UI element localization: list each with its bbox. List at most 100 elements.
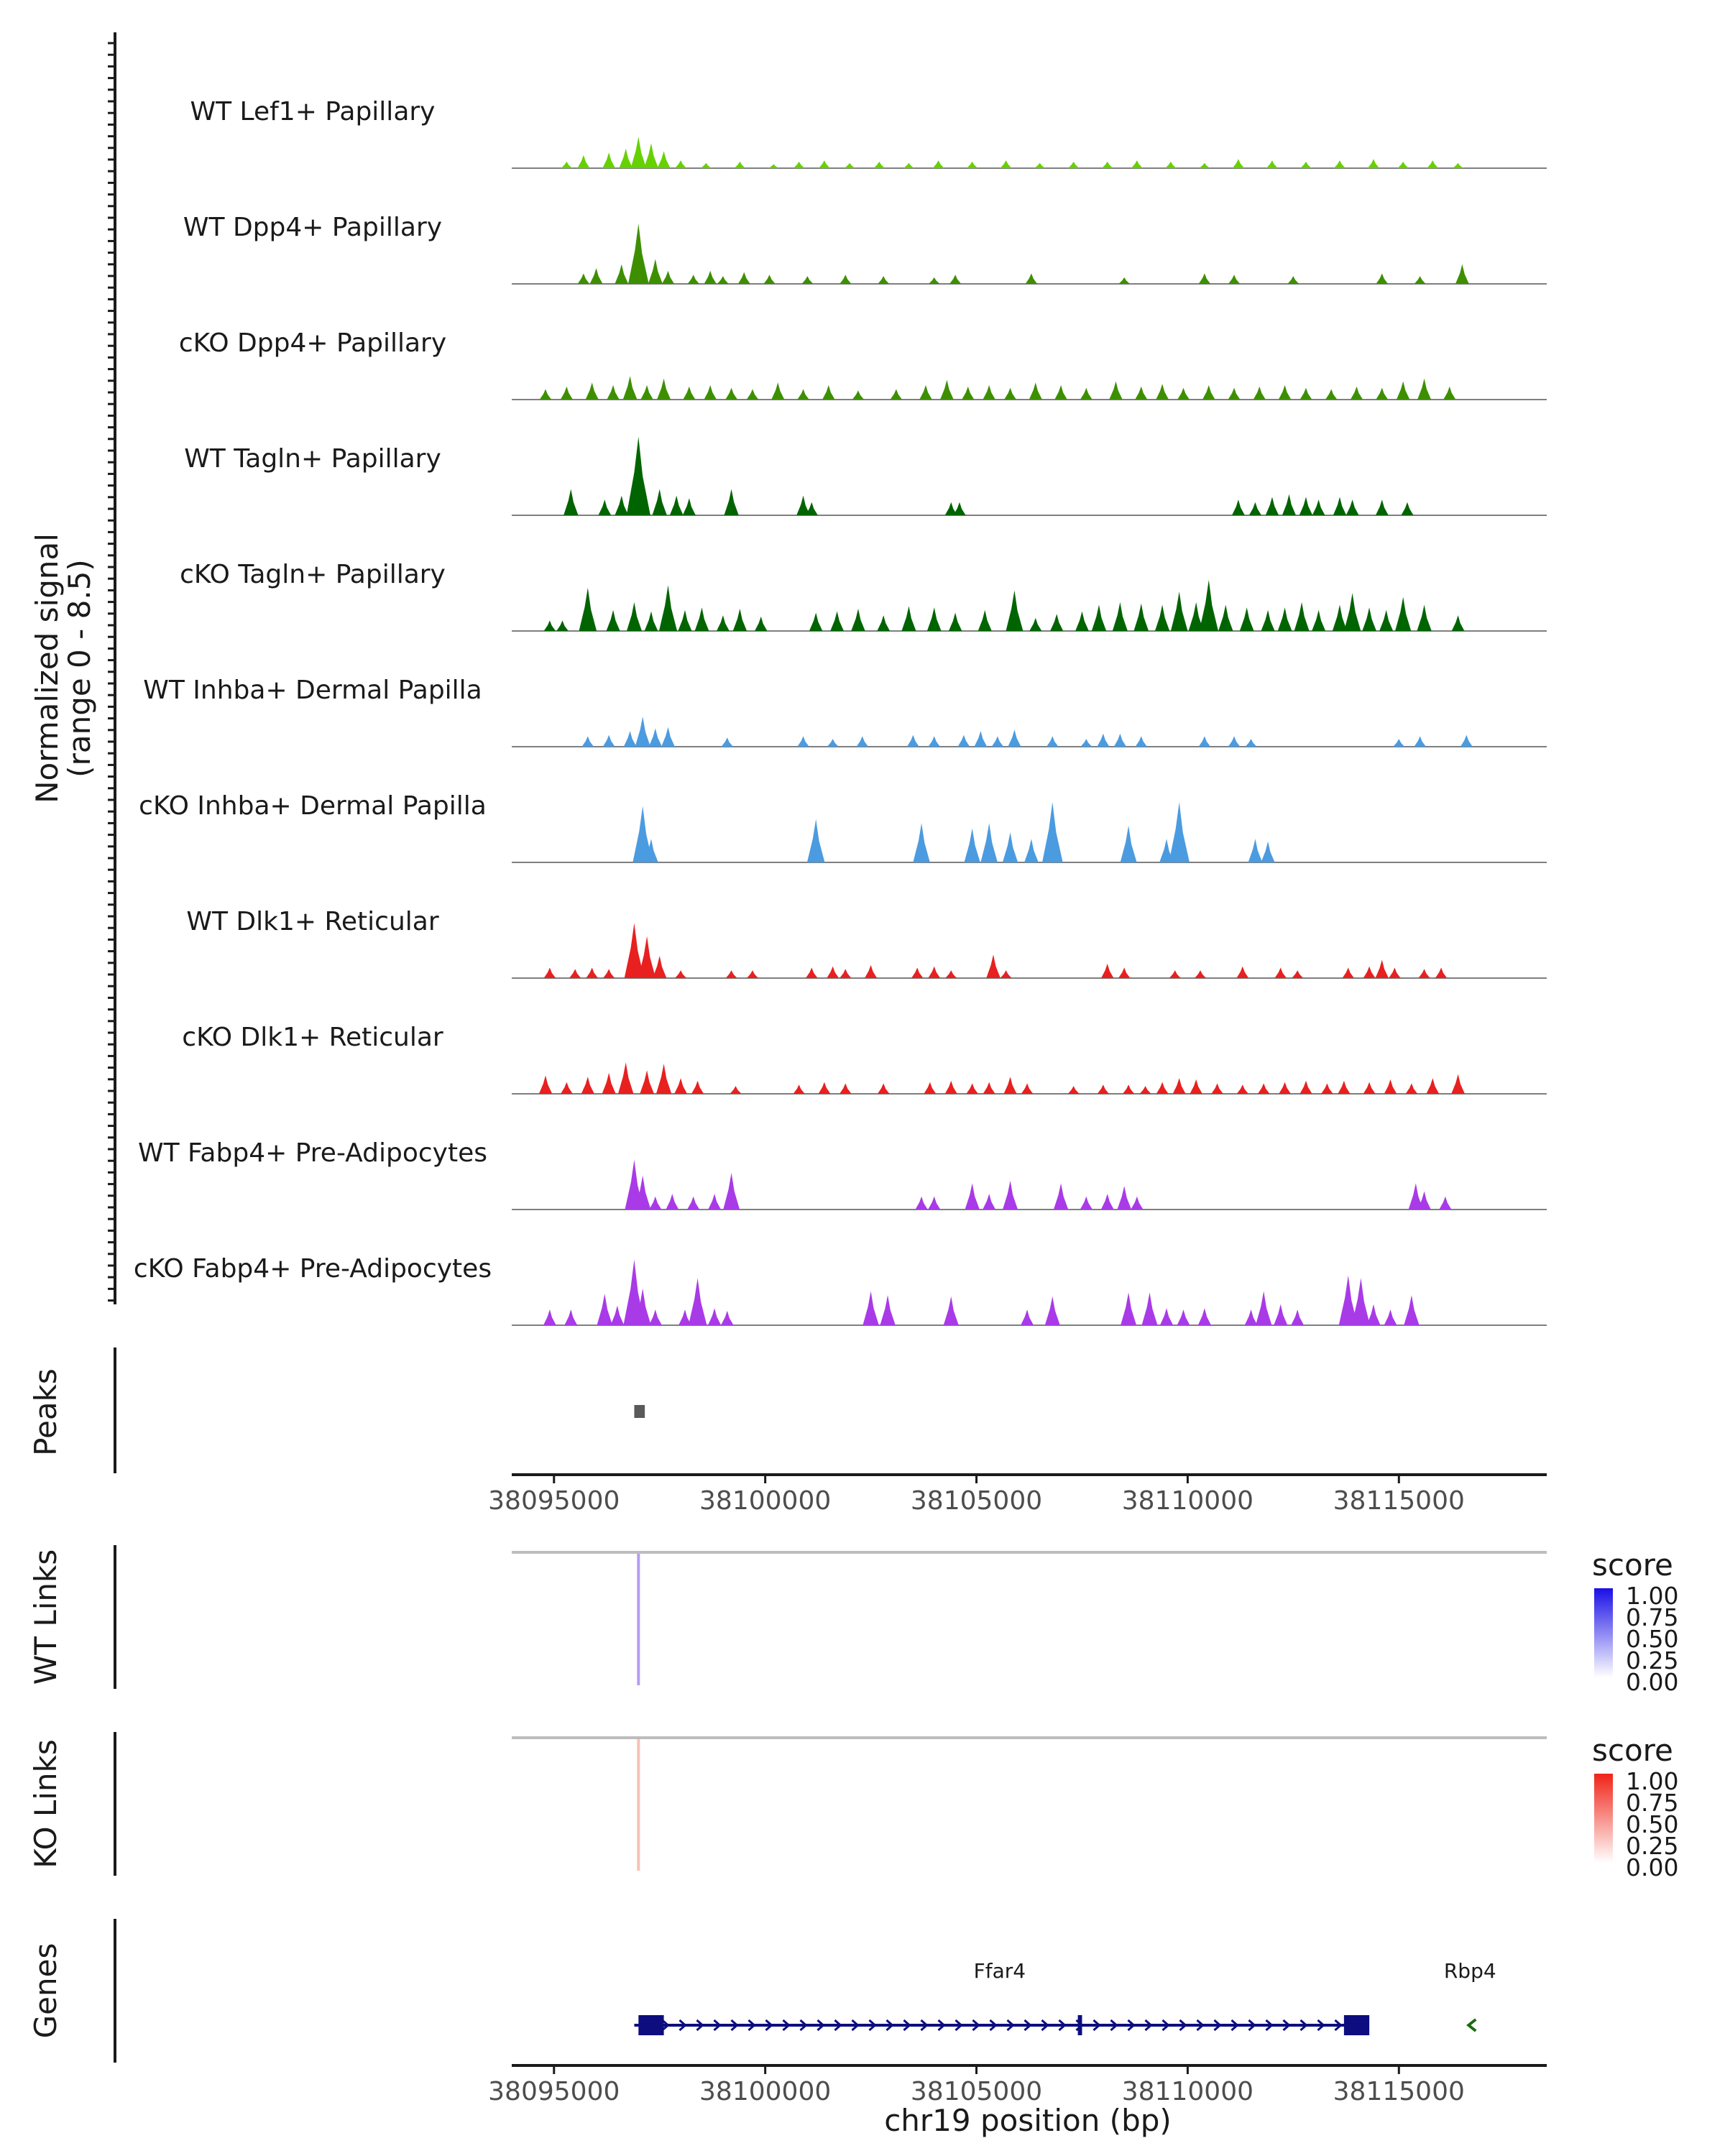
track-label: cKO Inhba+ Dermal Papilla <box>139 791 487 821</box>
signal-peak <box>543 620 556 631</box>
strand-arrow <box>816 2019 825 2032</box>
signal-peak <box>983 1194 996 1210</box>
signal-peak <box>1266 160 1278 168</box>
strand-arrow <box>1248 2019 1256 2032</box>
signal-peak <box>1435 967 1448 978</box>
signal-peak <box>919 384 932 400</box>
signal-peak <box>644 839 658 862</box>
signal-peak <box>796 495 810 515</box>
signal-peak <box>1253 386 1266 400</box>
signal-peak <box>768 164 779 168</box>
signal-peak <box>1141 1292 1158 1325</box>
signal-peak <box>1384 1079 1397 1094</box>
signal-peak <box>1228 736 1241 747</box>
signal-peak <box>1257 1083 1270 1094</box>
signal-peak <box>539 389 552 400</box>
signal-peak <box>632 806 653 862</box>
signal-peak <box>1408 1183 1423 1210</box>
strand-arrow <box>903 2019 911 2032</box>
signal-peak <box>1097 1084 1109 1094</box>
track-label: WT Inhba+ Dermal Papilla <box>143 676 482 705</box>
strand-arrow <box>1041 2019 1049 2032</box>
signal-peak <box>929 277 940 284</box>
signal-peak <box>890 389 903 400</box>
signal-peak <box>901 606 916 631</box>
signal-peak <box>801 276 814 284</box>
x-axis-title: chr19 position (bp) <box>884 2103 1172 2138</box>
track-label: cKO Dpp4+ Papillary <box>179 328 446 358</box>
signal-peak <box>878 276 890 284</box>
signal-peak <box>643 143 658 168</box>
signal-peak <box>830 611 844 631</box>
signal-peak <box>657 378 671 400</box>
strand-arrow <box>972 2019 980 2032</box>
signal-peak <box>1294 602 1310 631</box>
signal-peak <box>827 966 840 978</box>
gene-ffar4: Ffar4 <box>634 1959 1370 2035</box>
signal-peak <box>635 717 650 747</box>
genes-panel: Genes Ffar4 Rbp4 38095000 38100000 38105000… <box>28 1919 1547 2138</box>
signal-peak <box>1282 494 1296 515</box>
strand-arrow <box>989 2019 998 2032</box>
signal-peak <box>682 498 696 515</box>
signal-peak <box>694 607 709 631</box>
signal-peak <box>658 585 678 631</box>
track-label: cKO Dlk1+ Reticular <box>182 1023 443 1052</box>
x-tick-label: 38115000 <box>1333 1486 1465 1516</box>
signal-peak <box>560 386 573 400</box>
legend-tick-label: 0.75 <box>1626 1789 1678 1817</box>
signal-peak <box>610 1305 625 1325</box>
signal-peak <box>653 956 667 978</box>
signal-peak <box>1427 160 1439 168</box>
x-tick-label: 38105000 <box>911 1486 1042 1516</box>
track-7: WT Dlk1+ Reticular <box>186 907 1547 979</box>
signal-peak <box>1417 378 1432 400</box>
signal-peak <box>1101 161 1113 168</box>
strand-arrow <box>886 2019 894 2032</box>
signal-peak <box>1351 1278 1371 1325</box>
strand-arrow <box>1162 2019 1170 2032</box>
signal-peak <box>615 495 629 515</box>
signal-peak <box>678 1309 691 1325</box>
signal-peak <box>1000 970 1012 978</box>
signal-peak <box>827 739 839 747</box>
legend-tick-label: 0.00 <box>1626 1668 1678 1696</box>
signal-peak <box>1256 1291 1272 1325</box>
signal-peak <box>1404 1295 1420 1325</box>
signal-peak <box>1195 970 1206 978</box>
signal-peak <box>957 734 970 747</box>
signal-peak <box>1376 387 1389 400</box>
signal-peak <box>1170 591 1188 631</box>
signal-peak <box>1228 275 1241 284</box>
signal-peak <box>1050 614 1064 631</box>
signal-peak <box>581 1077 594 1094</box>
signal-peak <box>640 384 653 400</box>
signal-peak <box>603 969 615 978</box>
signal-peak <box>911 967 924 978</box>
signal-peak <box>1401 502 1414 515</box>
signal-peak <box>1042 802 1063 862</box>
signal-peak <box>840 969 852 978</box>
signal-peak <box>579 587 597 631</box>
track-label: WT Dlk1+ Reticular <box>186 907 438 936</box>
signal-peak <box>1118 277 1130 284</box>
signal-peak <box>1159 839 1174 862</box>
signal-peak <box>1278 384 1292 400</box>
strand-arrow <box>1179 2019 1187 2032</box>
signal-peak <box>1080 739 1092 747</box>
signal-peak <box>1245 739 1257 747</box>
signal-peak <box>1154 604 1170 631</box>
signal-peak <box>1292 970 1304 978</box>
signal-peak <box>1393 739 1405 747</box>
signal-peak <box>983 384 995 400</box>
coverage-tracks: WT Lef1+ Papillary WT Dpp4+ Papillary cKO … <box>134 97 1547 1326</box>
signal-peak <box>856 736 869 747</box>
track-4: cKO Tagln+ Papillary <box>180 560 1547 632</box>
signal-peak <box>1133 603 1149 631</box>
signal-peak <box>1004 387 1016 400</box>
signal-peak <box>805 502 818 515</box>
signal-peak <box>1021 1309 1034 1325</box>
signal-peak <box>1109 381 1123 400</box>
track-5: WT Inhba+ Dermal Papilla <box>143 676 1547 747</box>
legend-title: score <box>1592 1733 1673 1768</box>
